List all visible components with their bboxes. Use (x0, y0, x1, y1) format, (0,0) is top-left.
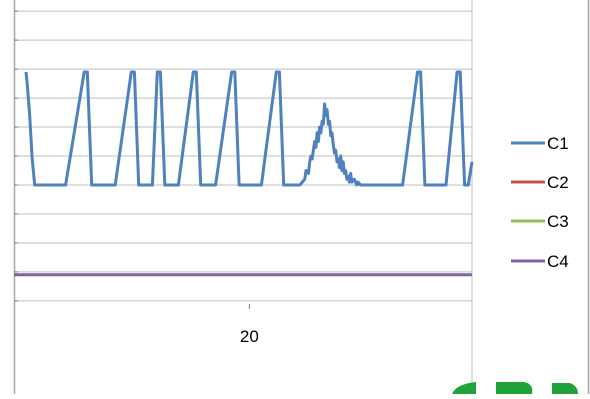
legend-entry-c1[interactable]: C1 (511, 134, 569, 153)
legend-label-c3: C3 (547, 212, 569, 231)
series-line-c1 (24, 70, 474, 187)
logo-letter-b (496, 382, 533, 394)
legend-label-c4: C4 (547, 252, 569, 271)
x-tick-label: 20 (240, 327, 259, 346)
tick-labels: 20 (240, 304, 259, 346)
series-group (14, 70, 474, 277)
legend-entry-c2[interactable]: C2 (511, 173, 569, 192)
legend-entry-c3[interactable]: C3 (511, 212, 569, 231)
logo-letter-c (452, 382, 476, 394)
legend[interactable]: C1 C2 C3 C4 (511, 134, 569, 271)
legend-entry-c4[interactable]: C4 (511, 252, 569, 271)
brand-logo-fragment (452, 382, 578, 394)
chart-border (13, 0, 590, 399)
logo-letter-d (552, 383, 578, 394)
axes (14, 10, 18, 302)
legend-label-c1: C1 (547, 134, 569, 153)
legend-label-c2: C2 (547, 173, 569, 192)
